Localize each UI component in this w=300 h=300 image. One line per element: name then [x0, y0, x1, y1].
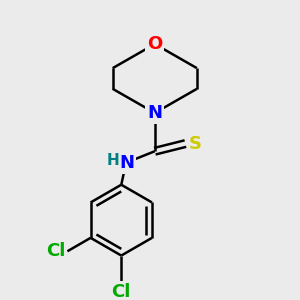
Text: H: H	[106, 153, 119, 168]
Text: Cl: Cl	[46, 242, 66, 260]
Text: Cl: Cl	[112, 283, 131, 300]
Text: N: N	[119, 154, 134, 172]
Text: N: N	[147, 104, 162, 122]
Text: S: S	[188, 135, 202, 153]
Text: O: O	[147, 35, 162, 53]
